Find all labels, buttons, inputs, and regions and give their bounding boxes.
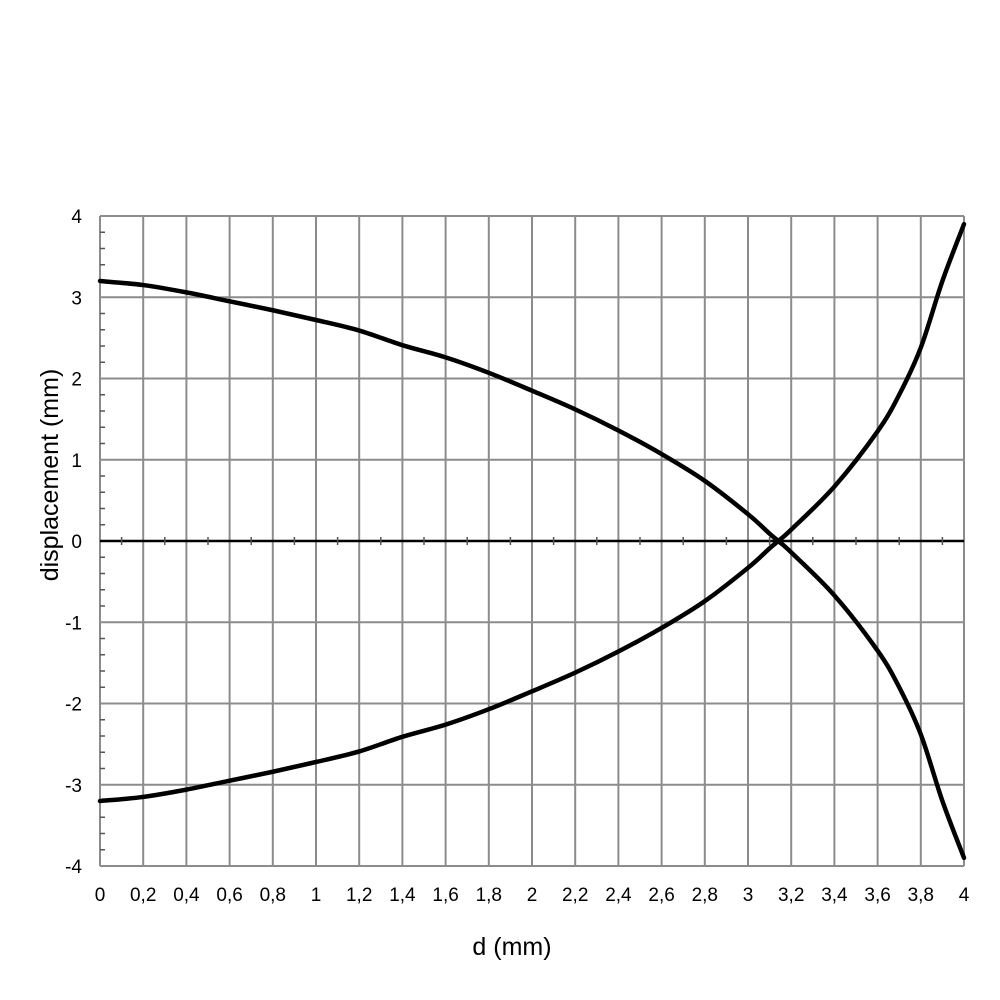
grid xyxy=(99,215,965,867)
x-tick-label: 2,4 xyxy=(605,885,632,906)
x-tick-label: 1,6 xyxy=(432,885,458,906)
x-tick-label: 0,6 xyxy=(216,885,242,906)
series-line-1 xyxy=(97,278,967,861)
x-axis-title: d (mm) xyxy=(472,933,551,961)
x-tick-label: 3,6 xyxy=(864,885,890,906)
y-tick-label: -3 xyxy=(65,776,82,797)
y-tick-label: -2 xyxy=(65,695,82,716)
x-tick-label: 2 xyxy=(527,885,538,906)
x-tick-label: 3,2 xyxy=(778,885,804,906)
x-tick-label: 1,2 xyxy=(346,885,372,906)
x-tick-label: 1,8 xyxy=(476,885,502,906)
minor-ticks xyxy=(100,231,944,851)
y-tick-label: 0 xyxy=(71,532,82,553)
x-tick-label: 4 xyxy=(959,885,970,906)
x-axis-tick-labels: 0 0,2 0,4 0,6 0,8 1 1,2 1,4 1,6 1,8 2 2,2 2,4 2,6 2,8 3… xyxy=(95,885,970,906)
y-tick-label: -1 xyxy=(65,613,82,634)
x-tick-label: 0,4 xyxy=(173,885,200,906)
x-tick-label: 1,4 xyxy=(389,885,416,906)
x-tick-label: 3,8 xyxy=(908,885,934,906)
x-tick-label: 0,2 xyxy=(130,885,156,906)
series-layer xyxy=(97,221,967,861)
series-line-2 xyxy=(97,221,967,804)
x-tick-label: 2,2 xyxy=(562,885,588,906)
y-tick-label: 2 xyxy=(71,370,82,391)
x-tick-label: 1 xyxy=(311,885,322,906)
x-tick-label: 0 xyxy=(95,885,106,906)
x-tick-label: 3 xyxy=(743,885,754,906)
x-tick-label: 3,4 xyxy=(821,885,848,906)
x-tick-label: 0,8 xyxy=(260,885,286,906)
y-tick-label: -4 xyxy=(65,857,82,878)
y-tick-label: 1 xyxy=(71,451,82,472)
x-tick-label: 2,8 xyxy=(692,885,718,906)
x-tick-label: 2,6 xyxy=(648,885,674,906)
y-tick-label: 4 xyxy=(71,207,82,228)
y-axis-title: displacement (mm) xyxy=(36,369,64,582)
y-axis-tick-labels: 4 3 2 1 0 -1 -2 -3 -4 xyxy=(65,207,82,878)
y-tick-label: 3 xyxy=(71,288,82,309)
